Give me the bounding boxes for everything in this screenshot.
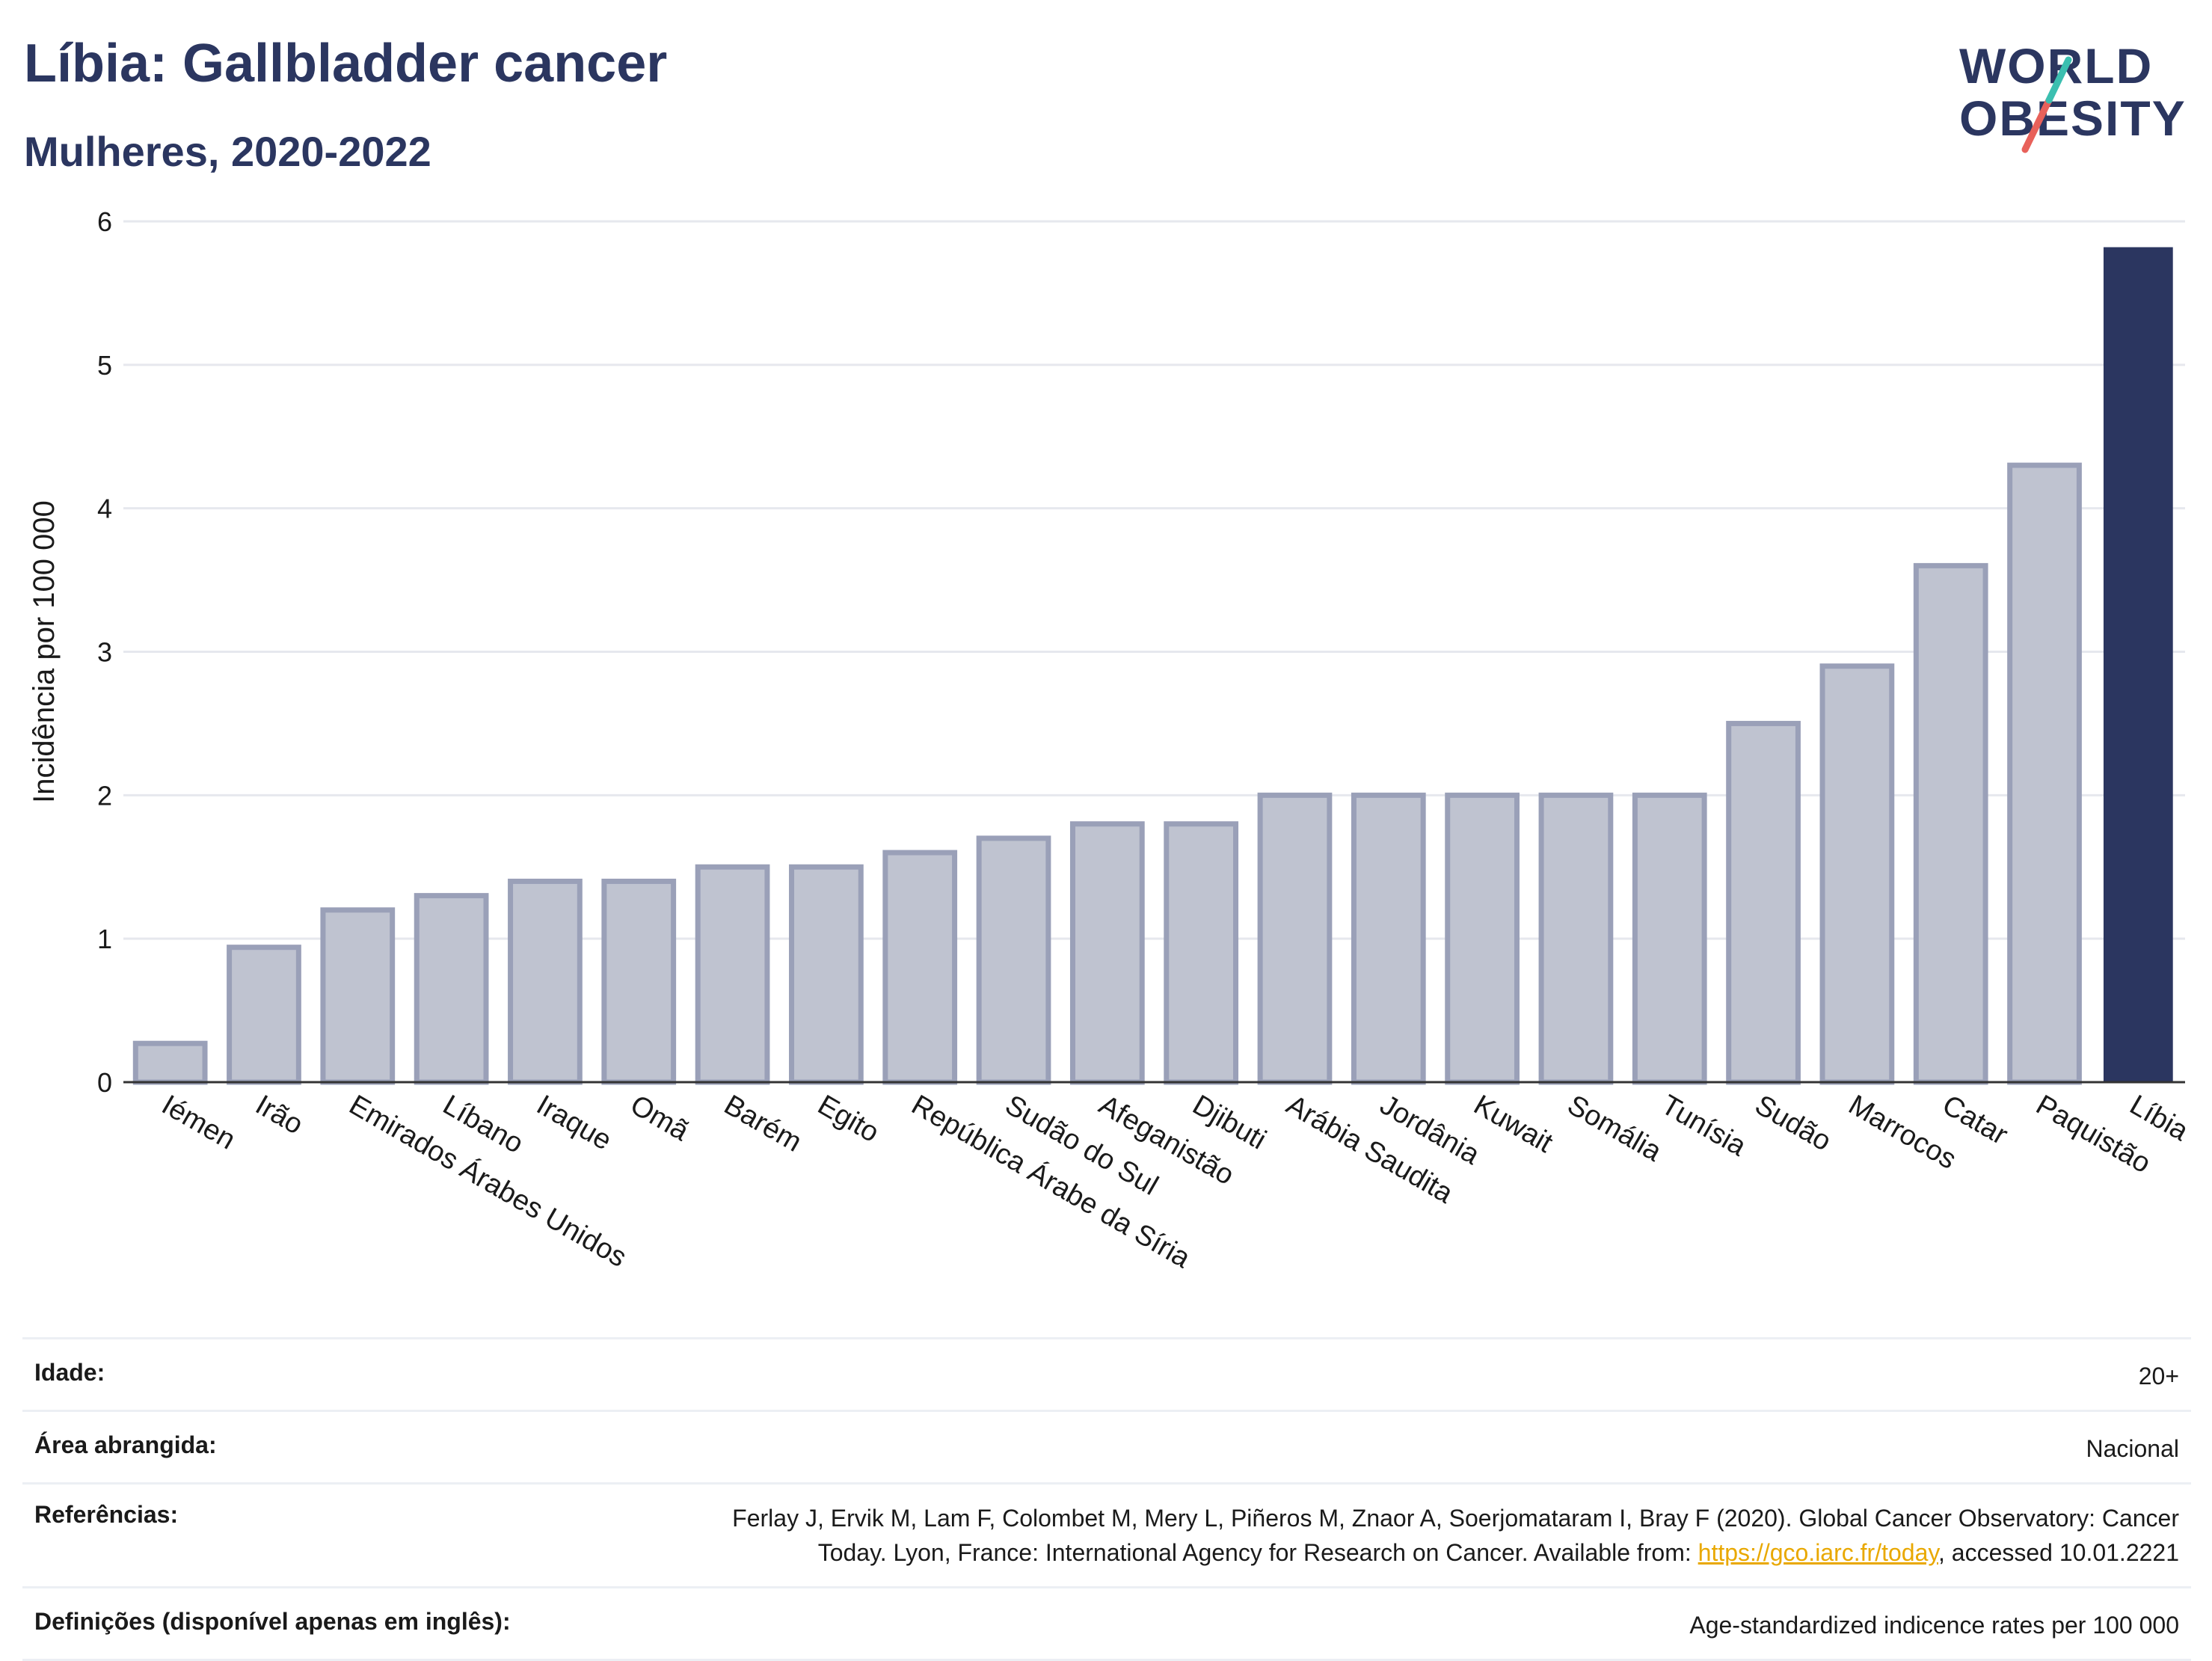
info-row-definitions: Definições (disponível apenas em inglês)…	[22, 1586, 2191, 1661]
definitions-value: Age-standardized indicence rates per 100…	[1689, 1612, 2179, 1639]
bar	[508, 878, 583, 1085]
references-text-1: Ferlay J, Ervik M, Lam F, Colombet M, Me…	[732, 1505, 2179, 1532]
y-axis-title: Incidência por 100 000	[28, 500, 61, 803]
y-tick-label: 5	[97, 350, 112, 381]
chart-subtitle: Mulheres, 2020-2022	[24, 128, 431, 175]
y-tick-label: 2	[97, 780, 112, 811]
info-row-area: Área abrangida: Nacional	[22, 1410, 2191, 1482]
x-tick-label: Irão	[250, 1089, 308, 1140]
bar	[1726, 720, 1801, 1085]
y-tick-label: 3	[97, 637, 112, 668]
bar	[882, 850, 958, 1085]
bar	[2103, 247, 2173, 1082]
bar	[789, 864, 864, 1085]
references-link[interactable]: https://gco.iarc.fr/today	[1698, 1539, 1938, 1566]
y-tick-label: 1	[97, 924, 112, 954]
area-label: Área abrangida:	[34, 1431, 217, 1458]
bar	[2007, 462, 2082, 1085]
age-value: 20+	[2138, 1363, 2179, 1390]
bar	[1632, 792, 1707, 1085]
references-text-2: Today. Lyon, France: International Agenc…	[817, 1539, 1698, 1566]
bar	[976, 835, 1051, 1085]
x-tick-label: Egito	[812, 1089, 884, 1149]
bar	[320, 907, 396, 1085]
info-table: Idade: 20+ Área abrangida: Nacional Refe…	[22, 1337, 2191, 1661]
age-label: Idade:	[34, 1359, 105, 1386]
bar	[1445, 792, 1520, 1085]
bar	[1257, 792, 1333, 1085]
x-tick-label: Somália	[1562, 1089, 1668, 1167]
x-tick-label: Arábia Saudita	[1281, 1089, 1459, 1209]
bar	[1351, 792, 1426, 1085]
bar	[601, 878, 677, 1085]
x-tick-label: Iémen	[156, 1089, 240, 1155]
references-text-3: , accessed 10.01.2221	[1938, 1539, 2179, 1566]
bar	[1913, 562, 1988, 1085]
logo-line-2: OBESITY	[1959, 90, 2187, 146]
bar	[1069, 821, 1145, 1085]
references-label: Referências:	[34, 1501, 179, 1528]
x-tick-label: Sudão	[1750, 1089, 1837, 1157]
world-obesity-logo: WORLD OBESITY	[1944, 22, 2199, 157]
y-tick-label: 4	[97, 494, 112, 524]
x-tick-label: Omã	[625, 1089, 695, 1147]
definitions-label: Definições (disponível apenas em inglês)…	[34, 1608, 511, 1635]
y-tick-label: 0	[97, 1067, 112, 1098]
bar	[1164, 821, 1239, 1085]
x-tick-label: Iraque	[531, 1089, 616, 1156]
bar	[414, 893, 489, 1085]
info-row-references: Referências: Ferlay J, Ervik M, Lam F, C…	[22, 1482, 2191, 1586]
chart-title: Líbia: Gallbladder cancer	[24, 34, 668, 93]
bar	[1819, 663, 1895, 1085]
info-row-age: Idade: 20+	[22, 1337, 2191, 1410]
bar	[695, 864, 770, 1085]
references-value: Ferlay J, Ervik M, Lam F, Colombet M, Me…	[732, 1501, 2179, 1570]
area-value: Nacional	[2086, 1435, 2179, 1462]
x-tick-label: Marrocos	[1843, 1089, 1961, 1176]
x-tick-label: Barém	[719, 1089, 807, 1158]
bar	[132, 1040, 208, 1085]
logo-slash-icon	[2021, 56, 2072, 153]
bar	[227, 945, 301, 1085]
x-tick-label: Tunísia	[1656, 1089, 1751, 1162]
y-tick-label: 6	[97, 206, 112, 237]
bar	[1538, 792, 1614, 1085]
x-tick-label: Líbia	[2125, 1089, 2194, 1147]
